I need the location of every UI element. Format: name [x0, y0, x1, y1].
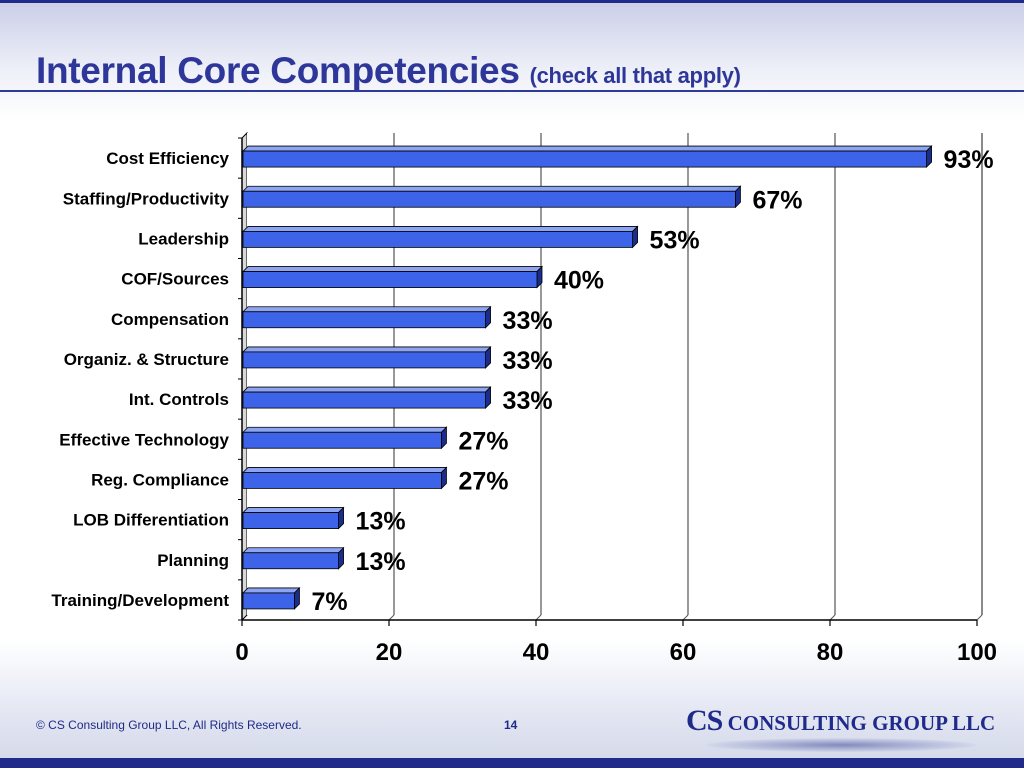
data-label-5: 33%	[503, 347, 553, 375]
bar-top-2	[242, 226, 639, 232]
data-label-1: 67%	[752, 186, 802, 214]
bar-top-3	[242, 266, 543, 272]
category-label-3: COF/Sources	[121, 270, 229, 289]
bar-top-8	[242, 467, 448, 473]
bar-top-10	[242, 547, 345, 554]
bar-8	[242, 472, 442, 489]
bar-top-4	[242, 306, 492, 313]
logo-rest-text: CONSULTING GROUP LLC	[722, 711, 996, 735]
category-label-11: Training/Development	[51, 591, 229, 610]
bar-7	[242, 431, 442, 449]
data-label-4: 33%	[503, 307, 553, 335]
bar-3	[242, 271, 538, 288]
bar-top-7	[242, 426, 448, 433]
bar-top-6	[242, 386, 492, 393]
x-tick-label-80: 80	[817, 639, 844, 666]
bar-6	[242, 391, 486, 409]
company-logo: CS CONSULTING GROUP LLC	[686, 704, 995, 756]
bottom-accent-bar	[0, 758, 1024, 768]
gridline-floor-100	[976, 614, 983, 621]
category-label-1: Staffing/Productivity	[63, 189, 230, 208]
logo-wordmark: CS CONSULTING GROUP LLC	[686, 704, 995, 738]
gridline-floor-60	[682, 614, 689, 621]
bar-top-11	[242, 587, 301, 594]
title-subtitle: (check all that apply)	[529, 63, 741, 88]
category-label-9: LOB Differentiation	[73, 511, 229, 530]
x-tick-label-40: 40	[523, 639, 550, 666]
data-label-2: 53%	[650, 226, 700, 254]
category-label-0: Cost Efficiency	[106, 149, 229, 168]
footer-copyright: © CS Consulting Group LLC, All Rights Re…	[36, 718, 302, 732]
bar-5	[242, 351, 486, 369]
data-label-8: 27%	[458, 467, 508, 495]
logo-cs-text: CS	[686, 704, 723, 737]
bar-top-1	[242, 185, 742, 192]
bar-4	[242, 311, 486, 329]
bar-chart: 0 20 40 60 80 100 Cost Efficiency 93% Staffing/P…	[51, 131, 997, 666]
slide-title: Internal Core Competencies (check all th…	[36, 50, 741, 92]
category-label-4: Compensation	[111, 310, 229, 329]
category-label-5: Organiz. & Structure	[64, 350, 229, 369]
bar-2	[242, 231, 633, 248]
bar-11	[242, 592, 295, 610]
x-tick-label-0: 0	[235, 639, 248, 666]
bar-10	[242, 552, 339, 570]
category-label-6: Int. Controls	[129, 390, 229, 409]
title-main: Internal Core Competencies	[36, 50, 520, 91]
bar-top-0	[242, 145, 933, 152]
data-label-0: 93%	[944, 146, 994, 174]
data-label-6: 33%	[503, 387, 553, 415]
category-label-8: Reg. Compliance	[91, 470, 229, 489]
x-tick-label-20: 20	[376, 639, 403, 666]
gridline-floor-40	[535, 614, 542, 621]
data-label-7: 27%	[458, 427, 508, 455]
gridline-floor-20	[388, 614, 395, 621]
title-underline	[0, 90, 1024, 92]
x-tick-label-60: 60	[670, 639, 697, 666]
data-label-3: 40%	[554, 267, 604, 295]
top-accent-bar	[0, 0, 1024, 3]
data-label-10: 13%	[356, 548, 406, 576]
chart-back-wall	[247, 133, 982, 615]
bar-top-5	[242, 346, 492, 353]
category-label-2: Leadership	[138, 229, 229, 248]
bar-top-9	[242, 507, 345, 513]
bar-9	[242, 512, 339, 529]
logo-swoosh	[706, 738, 976, 752]
data-label-11: 7%	[311, 588, 347, 616]
bar-1	[242, 190, 736, 208]
page-number: 14	[504, 718, 518, 732]
data-label-9: 13%	[356, 508, 406, 536]
category-label-10: Planning	[157, 551, 229, 570]
gridline-floor-80	[829, 614, 836, 621]
bar-0	[242, 150, 927, 168]
category-label-7: Effective Technology	[59, 430, 229, 449]
x-tick-label-100: 100	[957, 639, 997, 666]
